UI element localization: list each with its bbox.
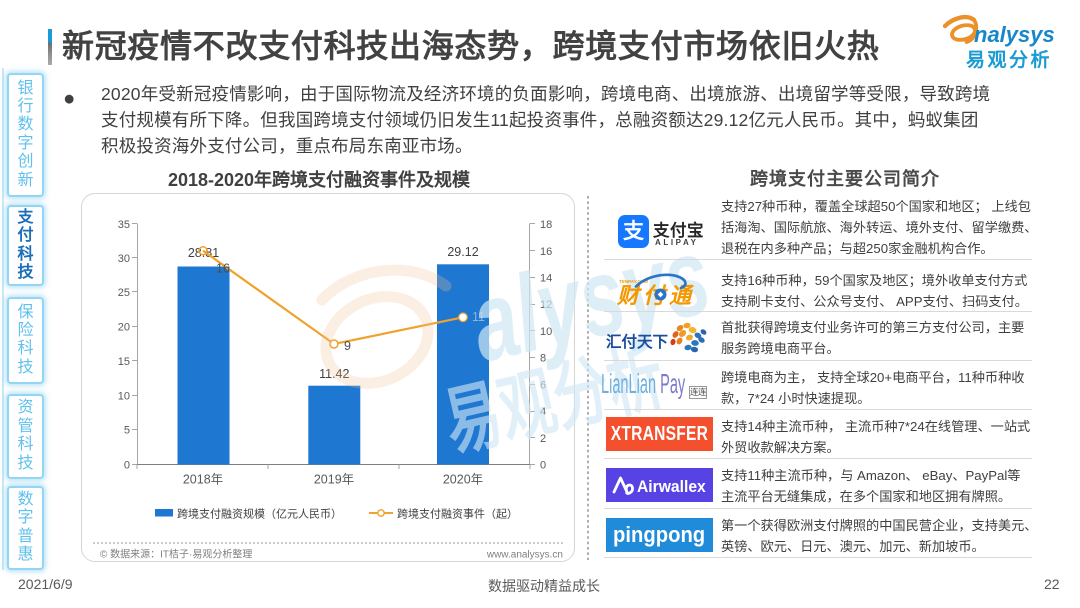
svg-text:11.42: 11.42 [319, 367, 349, 381]
svg-text:35: 35 [118, 219, 130, 231]
svg-text:财付通: 财付通 [616, 283, 695, 308]
svg-text:nalysys: nalysys [974, 22, 1055, 47]
svg-text:4: 4 [540, 406, 546, 418]
svg-text:10: 10 [118, 391, 130, 403]
svg-text:25: 25 [118, 287, 130, 299]
svg-text:29.12: 29.12 [447, 245, 478, 259]
svg-text:2018年: 2018年 [183, 473, 223, 487]
svg-text:0: 0 [540, 460, 546, 472]
svg-text:5: 5 [124, 425, 130, 437]
svg-text:8: 8 [540, 353, 546, 365]
svg-text:9: 9 [344, 339, 351, 353]
svg-text:2020年: 2020年 [443, 473, 483, 487]
svg-text:TENPAY.COM: TENPAY.COM [619, 279, 648, 284]
svg-text:12: 12 [540, 299, 552, 311]
svg-text:© 数据来源：IT桔子·易观分析整理: © 数据来源：IT桔子·易观分析整理 [100, 548, 252, 561]
svg-text:易观分析: 易观分析 [966, 48, 1052, 70]
svg-text:0: 0 [124, 460, 130, 472]
svg-text:2019年: 2019年 [314, 473, 354, 487]
svg-text:30: 30 [118, 253, 130, 265]
svg-text:跨境支付融资事件（起）: 跨境支付融资事件（起） [397, 507, 518, 521]
svg-text:Airwallex: Airwallex [637, 478, 706, 496]
svg-text:跨境支付融资规模（亿元人民币）: 跨境支付融资规模（亿元人民币） [177, 507, 342, 521]
svg-text:14: 14 [540, 273, 552, 285]
svg-text:20: 20 [118, 322, 130, 334]
svg-text:11: 11 [472, 310, 485, 324]
svg-text:16: 16 [540, 246, 552, 258]
svg-text:2: 2 [540, 433, 546, 445]
svg-text:6: 6 [540, 380, 546, 392]
svg-text:15: 15 [118, 356, 130, 368]
svg-text:18: 18 [540, 219, 552, 231]
svg-text:10: 10 [540, 326, 552, 338]
svg-text:16: 16 [216, 262, 230, 276]
svg-text:www.analysys.cn: www.analysys.cn [486, 550, 563, 561]
